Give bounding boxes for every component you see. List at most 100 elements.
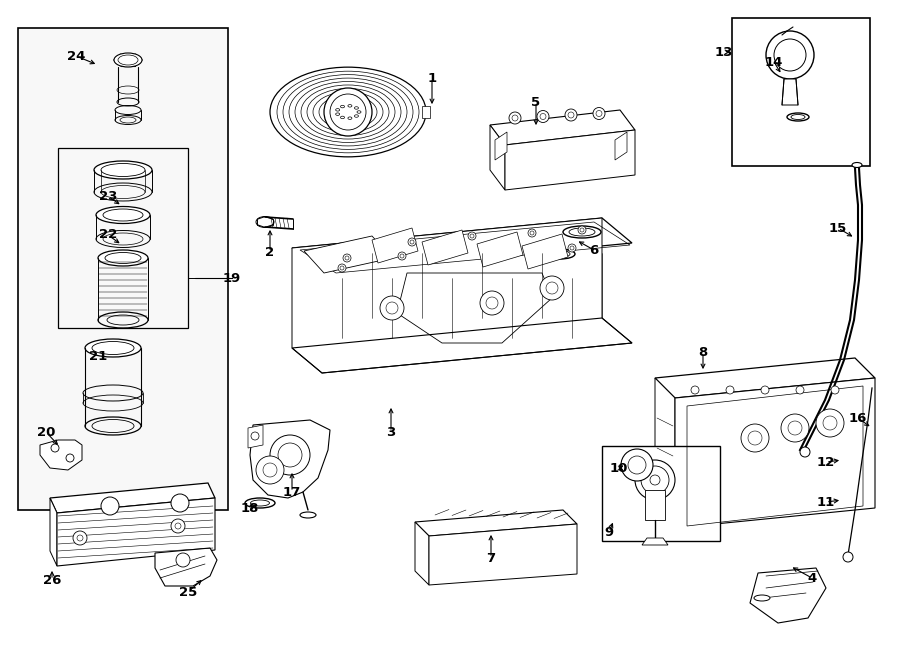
Circle shape (781, 414, 809, 442)
Circle shape (324, 88, 372, 136)
Polygon shape (429, 524, 577, 585)
Bar (58, 148, 188, 328)
Polygon shape (57, 498, 215, 566)
Polygon shape (155, 548, 217, 586)
Text: 11: 11 (817, 496, 835, 508)
Polygon shape (477, 232, 523, 267)
Polygon shape (415, 522, 429, 585)
Polygon shape (522, 234, 568, 269)
Text: 4: 4 (807, 572, 816, 584)
Circle shape (766, 31, 814, 79)
Text: 3: 3 (386, 426, 396, 438)
Text: 15: 15 (829, 221, 847, 235)
Polygon shape (490, 110, 635, 145)
Ellipse shape (545, 249, 575, 259)
Circle shape (816, 409, 844, 437)
Circle shape (171, 494, 189, 512)
Circle shape (540, 276, 564, 300)
Text: 6: 6 (590, 243, 598, 256)
Circle shape (468, 232, 476, 240)
Polygon shape (304, 236, 392, 273)
Polygon shape (292, 218, 632, 273)
Ellipse shape (114, 53, 142, 67)
Circle shape (741, 424, 769, 452)
Bar (18, 28, 228, 510)
Polygon shape (40, 440, 82, 470)
Polygon shape (50, 483, 215, 513)
Text: 5: 5 (531, 95, 541, 108)
Text: 14: 14 (765, 56, 783, 69)
Text: 24: 24 (67, 50, 86, 63)
Text: 19: 19 (223, 272, 241, 284)
Ellipse shape (787, 113, 809, 121)
Ellipse shape (245, 498, 275, 508)
Polygon shape (422, 230, 468, 265)
Text: 10: 10 (610, 461, 628, 475)
Text: 9: 9 (605, 525, 614, 539)
Circle shape (380, 296, 404, 320)
Bar (732, 18, 870, 166)
Text: 17: 17 (283, 485, 302, 498)
Polygon shape (292, 218, 632, 373)
Circle shape (101, 497, 119, 515)
Text: 26: 26 (43, 574, 61, 586)
Circle shape (398, 252, 406, 260)
Polygon shape (645, 490, 665, 520)
Circle shape (843, 552, 853, 562)
Circle shape (171, 519, 185, 533)
Circle shape (726, 386, 734, 394)
Text: 12: 12 (817, 455, 835, 469)
Circle shape (800, 447, 810, 457)
Polygon shape (675, 378, 875, 528)
Polygon shape (615, 132, 627, 160)
Circle shape (408, 238, 416, 246)
Ellipse shape (98, 250, 148, 266)
Circle shape (270, 435, 310, 475)
Circle shape (509, 112, 521, 124)
Text: 1: 1 (428, 71, 436, 85)
Circle shape (621, 449, 653, 481)
Text: 22: 22 (99, 229, 117, 241)
Circle shape (691, 386, 699, 394)
Circle shape (831, 386, 839, 394)
Polygon shape (642, 538, 668, 545)
Ellipse shape (300, 512, 316, 518)
Text: 23: 23 (99, 190, 117, 202)
Polygon shape (248, 425, 263, 448)
Circle shape (480, 291, 504, 315)
Circle shape (796, 386, 804, 394)
Ellipse shape (563, 226, 601, 238)
Text: 20: 20 (37, 426, 55, 438)
Polygon shape (655, 378, 675, 528)
Circle shape (256, 456, 284, 484)
Text: 18: 18 (241, 502, 259, 514)
Polygon shape (250, 420, 330, 498)
Circle shape (761, 386, 769, 394)
Ellipse shape (85, 339, 141, 357)
Circle shape (593, 108, 605, 120)
Circle shape (578, 226, 586, 234)
Polygon shape (422, 106, 430, 118)
Text: 13: 13 (715, 46, 733, 59)
Polygon shape (655, 358, 875, 398)
Text: 25: 25 (179, 586, 197, 598)
Circle shape (537, 110, 549, 122)
Circle shape (343, 254, 351, 262)
Circle shape (528, 229, 536, 237)
Circle shape (176, 553, 190, 567)
Ellipse shape (817, 456, 839, 464)
Text: 16: 16 (849, 412, 868, 424)
Polygon shape (750, 568, 826, 623)
Polygon shape (397, 273, 552, 343)
Ellipse shape (96, 206, 150, 223)
Polygon shape (505, 130, 635, 190)
Polygon shape (782, 79, 798, 105)
Polygon shape (490, 125, 505, 190)
Text: 8: 8 (698, 346, 707, 358)
Ellipse shape (754, 595, 770, 601)
Polygon shape (50, 498, 57, 566)
Circle shape (635, 460, 675, 500)
Text: 2: 2 (266, 245, 274, 258)
Polygon shape (372, 228, 418, 263)
Circle shape (338, 264, 346, 272)
